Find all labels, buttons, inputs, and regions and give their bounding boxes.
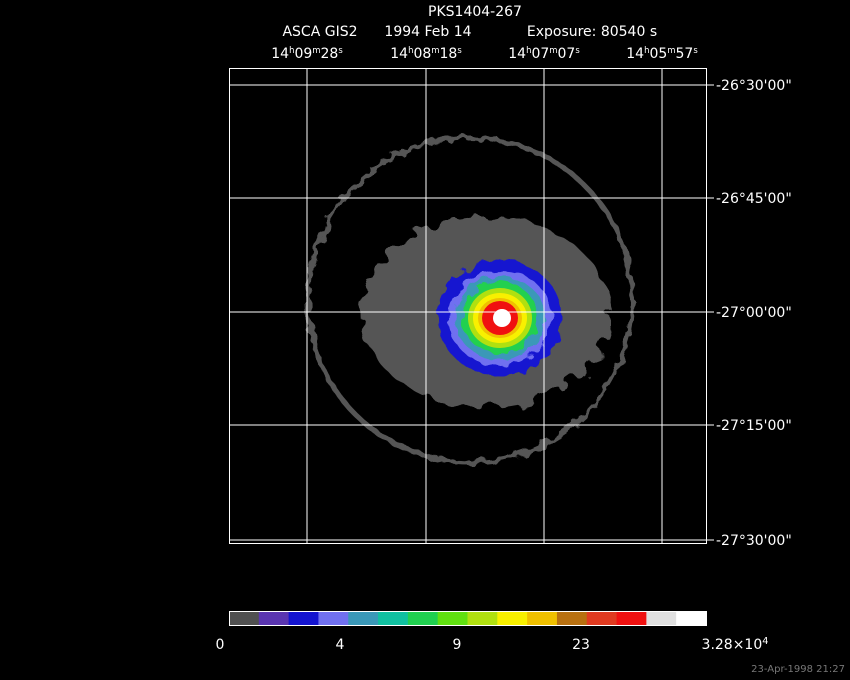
superscript: h [408, 45, 413, 55]
colorbar-swatch [497, 611, 528, 625]
colorbar-label: 4 [336, 637, 345, 653]
colorbar-swatch [378, 611, 409, 625]
superscript: h [289, 45, 294, 55]
sky-image [305, 135, 635, 465]
colorbar-swatch [229, 611, 260, 625]
colorbar-label: 3.28×104 [702, 636, 769, 654]
label-part: 14 [390, 46, 408, 62]
colorbar-label: 23 [572, 637, 590, 653]
dec-label: -26°30'00" [716, 78, 792, 94]
superscript: s [575, 45, 579, 55]
colorbar-swatch [407, 611, 439, 625]
colorbar-swatch [586, 611, 618, 625]
superscript: s [457, 45, 461, 55]
dec-label: -27°15'00" [716, 418, 792, 434]
label-part: 4 [336, 637, 345, 653]
ra-label: 14h07m07s [508, 45, 579, 62]
date: 1994 Feb 14 [384, 24, 471, 40]
label-part: 3.28×10 [702, 637, 763, 653]
dec-label: -26°45'00" [716, 191, 792, 207]
colorbar-swatch [437, 611, 468, 625]
colorbar-swatch [288, 611, 319, 625]
colorbar-frame [229, 611, 707, 626]
colorbar-swatch [676, 611, 707, 625]
label-part: 07 [558, 46, 576, 62]
coordinate-grid [229, 68, 714, 544]
exposure: Exposure: 80540 s [527, 24, 657, 40]
superscript: h [644, 45, 649, 55]
superscript: 4 [762, 636, 768, 647]
superscript: m [667, 45, 675, 55]
superscript: s [693, 45, 697, 55]
ra-label: 14h08m18s [390, 45, 461, 62]
colorbar-swatch [318, 611, 349, 625]
superscript: s [338, 45, 342, 55]
label-part: 14 [271, 46, 289, 62]
label-part: 9 [453, 637, 462, 653]
colorbar-swatch [348, 611, 379, 625]
label-part: 09 [294, 46, 312, 62]
dec-label: -27°30'00" [716, 533, 792, 549]
colorbar-label: 0 [216, 637, 225, 653]
label-part: 57 [676, 46, 694, 62]
label-part: 18 [440, 46, 458, 62]
colorbar-swatch [556, 611, 588, 625]
colorbar-swatch [527, 611, 558, 625]
colorbar-swatch [258, 611, 290, 625]
timestamp: 23-Apr-1998 21:27 [751, 664, 845, 675]
colorbar-swatch [616, 611, 647, 625]
superscript: m [312, 45, 320, 55]
title: PKS1404-267 [428, 4, 522, 20]
superscript: m [431, 45, 439, 55]
colorbar-swatch [467, 611, 498, 625]
label-part: 08 [413, 46, 431, 62]
label-part: 14 [626, 46, 644, 62]
instrument: ASCA GIS2 [282, 24, 357, 40]
ra-label: 14h05m57s [626, 45, 697, 62]
label-part: 05 [649, 46, 667, 62]
colorbar-swatch [646, 611, 677, 625]
superscript: m [549, 45, 557, 55]
label-part: 0 [216, 637, 225, 653]
superscript: h [526, 45, 531, 55]
label-part: 07 [531, 46, 549, 62]
label-part: 28 [321, 46, 339, 62]
colorbar-label: 9 [453, 637, 462, 653]
label-part: 14 [508, 46, 526, 62]
dec-label: -27°00'00" [716, 305, 792, 321]
ra-label: 14h09m28s [271, 45, 342, 62]
label-part: 23 [572, 637, 590, 653]
